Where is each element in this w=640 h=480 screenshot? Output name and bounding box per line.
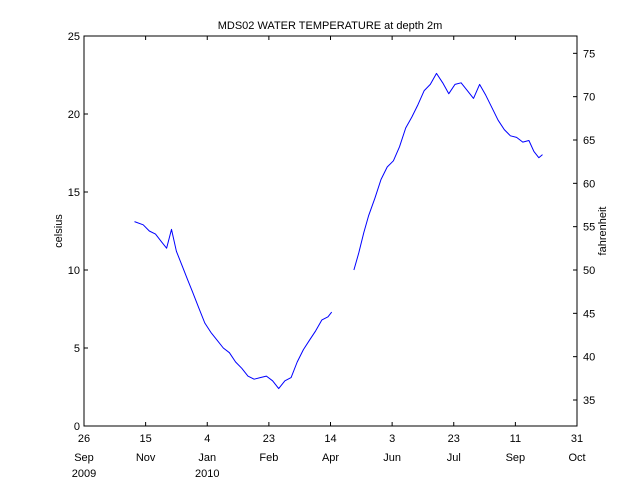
y2-tick-label: 45: [583, 308, 595, 320]
x-tick-day-label: 11: [510, 433, 521, 445]
y2-tick-label: 75: [583, 48, 595, 60]
chart-title: MDS02 WATER TEMPERATURE at depth 2m: [218, 20, 443, 32]
x-tick-month-label: Feb: [259, 452, 278, 464]
x-tick-month-label: Apr: [322, 452, 339, 464]
x-tick-month-label: Jan: [198, 452, 216, 464]
x-tick-year-label: 2010: [195, 468, 219, 480]
x-tick-month-label: Oct: [568, 452, 585, 464]
x-tick-month-label: Nov: [136, 452, 156, 464]
series-line-segment: [134, 221, 333, 390]
x-axis: 26 Sep 2009 15 Nov 4 Jan 2010 23 Feb 14 Apr 3 Jun 23 Ju…: [72, 36, 586, 480]
y-tick-label: 5: [74, 343, 80, 355]
y2-tick-label: 50: [583, 265, 595, 277]
series-line-segment: [353, 72, 543, 271]
x-tick-year-label: 2009: [72, 468, 96, 480]
x-tick-month-label: Jun: [383, 452, 401, 464]
y-tick-label: 0: [74, 421, 80, 433]
y2-tick-label: 40: [583, 352, 595, 364]
y2-tick-label: 55: [583, 222, 595, 234]
y-axis-left: 0 5 10 15 20 25: [68, 31, 88, 433]
x-tick-day-label: 23: [448, 433, 460, 445]
y-axis-label-right: fahrenheit: [597, 207, 609, 256]
x-tick-day-label: 4: [204, 433, 210, 445]
y2-tick-label: 65: [583, 135, 595, 147]
x-tick-month-label: Jul: [447, 452, 461, 464]
y-tick-label: 15: [68, 187, 80, 199]
y2-tick-label: 35: [583, 395, 595, 407]
x-tick-day-label: 14: [324, 433, 336, 445]
x-tick-day-label: 31: [571, 433, 583, 445]
y-tick-label: 25: [68, 31, 80, 43]
y2-tick-label: 70: [583, 92, 595, 104]
x-tick-month-label: Sep: [506, 452, 526, 464]
plot-frame: [83, 35, 578, 427]
y-tick-label: 10: [68, 265, 80, 277]
y-axis-label-left: celsius: [53, 214, 65, 248]
x-tick-month-label: Sep: [74, 452, 94, 464]
y2-tick-label: 60: [583, 178, 595, 190]
x-tick-day-label: 15: [140, 433, 152, 445]
x-tick-day-label: 3: [389, 433, 395, 445]
x-tick-day-label: 26: [78, 433, 90, 445]
y-tick-label: 20: [68, 109, 80, 121]
series-layer: [134, 72, 543, 390]
x-tick-day-label: 23: [263, 433, 275, 445]
y-axis-right: 35 40 45 50 55 60 65 70 75: [573, 48, 595, 407]
